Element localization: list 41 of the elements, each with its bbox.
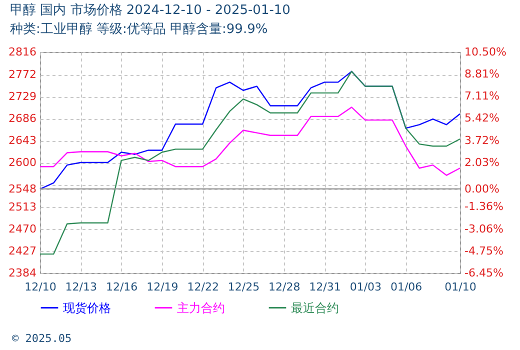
y-tick-label: 2772 bbox=[8, 68, 36, 82]
y-tick-label: 2600 bbox=[8, 156, 36, 169]
y2-tick-label: 0.00% bbox=[464, 182, 500, 196]
x-tick-label: 12/25 bbox=[228, 280, 260, 294]
x-tick-label: 01/10 bbox=[444, 280, 476, 294]
y-tick-label: 2548 bbox=[8, 182, 36, 196]
line-series bbox=[39, 70, 461, 255]
y-tick-label: 2686 bbox=[8, 112, 36, 126]
y2-tick-label: 10.50% bbox=[464, 46, 506, 58]
y-tick-label: 2816 bbox=[8, 46, 36, 58]
x-tick-label: 01/03 bbox=[350, 280, 382, 294]
y2-tick-label: 8.81% bbox=[464, 68, 500, 81]
y2-tick-label: 5.42% bbox=[464, 112, 500, 125]
legend-label: 最近合约 bbox=[291, 300, 339, 315]
y-tick-label: 2513 bbox=[8, 200, 36, 214]
x-tick-label: 12/22 bbox=[187, 280, 219, 294]
x-tick-label: 01/06 bbox=[390, 280, 422, 294]
x-tick-label: 12/10 bbox=[24, 280, 56, 294]
y2-tick-label: 2.03% bbox=[464, 156, 500, 169]
y2-tick-label: -4.75% bbox=[464, 244, 504, 258]
x-tick-label: 12/28 bbox=[268, 280, 300, 294]
x-tick-label: 12/19 bbox=[146, 280, 178, 294]
y-tick-label: 2384 bbox=[8, 266, 36, 280]
y-tick-label: 2470 bbox=[8, 222, 36, 236]
y2-tick-label: -3.06% bbox=[464, 222, 504, 236]
y2-tick-label: 7.11% bbox=[464, 90, 500, 103]
y-tick-label: 2643 bbox=[8, 134, 36, 147]
legend-label: 主力合约 bbox=[177, 300, 225, 315]
y2-tick-label: -1.36% bbox=[464, 200, 504, 214]
x-tick-label: 12/16 bbox=[106, 280, 138, 294]
y2-tick-label: 3.72% bbox=[464, 134, 500, 147]
chart-subtitle: 种类:工业甲醇 等级:优等品 甲醇含量:99.9% bbox=[10, 22, 268, 37]
x-tick-label: 12/13 bbox=[65, 280, 97, 294]
legend-label: 现货价格 bbox=[63, 300, 111, 315]
chart-title: 甲醇 国内 市场价格 2024-12-10 - 2025-01-10 bbox=[10, 3, 290, 18]
y-tick-label: 2427 bbox=[8, 244, 36, 258]
text: © 2025.05 bbox=[12, 332, 72, 345]
x-tick-label: 12/31 bbox=[309, 280, 341, 294]
line-series bbox=[39, 106, 461, 176]
y-tick-label: 2729 bbox=[8, 90, 36, 104]
y2-tick-label: -6.45% bbox=[464, 266, 504, 280]
